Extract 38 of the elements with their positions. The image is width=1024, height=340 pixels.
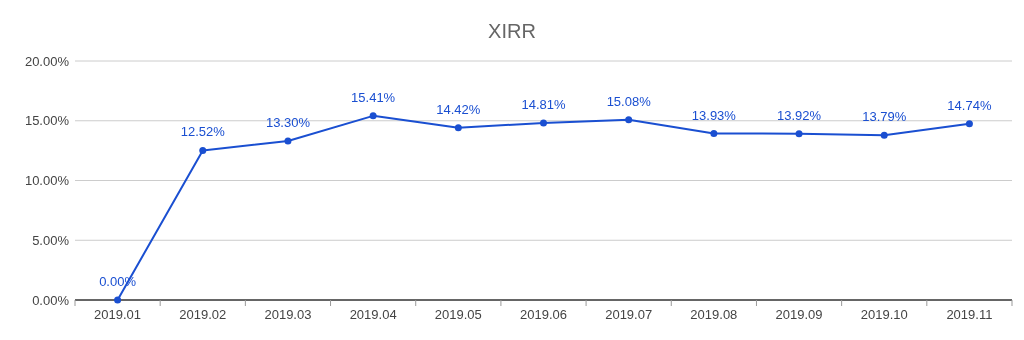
chart-title: XIRR: [488, 20, 536, 42]
y-tick-label: 10.00%: [24, 173, 70, 189]
x-tick-label: 2019.10: [860, 307, 908, 322]
x-tick-label: 2019.02: [179, 307, 227, 322]
data-label: 14.81%: [521, 97, 566, 113]
point: [965, 120, 973, 128]
data-label: 15.41%: [351, 89, 396, 105]
point: [795, 130, 803, 138]
data-label: 13.79%: [862, 109, 907, 125]
point: [369, 112, 377, 120]
x-tick-label: 2019.07: [605, 307, 653, 322]
point: [284, 137, 292, 145]
x-tick-label: 2019.11: [946, 307, 993, 322]
x-tick-label: 2019.09: [775, 307, 823, 322]
data-label: 14.42%: [436, 101, 481, 117]
point: [199, 146, 207, 154]
x-tick-label: 2019.03: [264, 307, 312, 322]
data-label: 13.30%: [265, 115, 311, 131]
x-tick-label: 2019.05: [434, 307, 482, 322]
data-label: 14.74%: [947, 97, 992, 113]
x-tick-label: 2019.06: [520, 307, 567, 322]
point: [540, 119, 547, 127]
data-label: 13.92%: [777, 107, 822, 123]
data-label: 15.08%: [606, 93, 652, 109]
y-tick-label: 5.00%: [32, 232, 70, 248]
data-label: 13.93%: [691, 107, 737, 123]
x-tick-label: 2019.08: [690, 307, 738, 322]
point: [454, 124, 462, 132]
point: [880, 131, 888, 139]
x-tick-label: 2019.04: [349, 307, 397, 322]
x-tick-label: 2019.01: [94, 307, 142, 322]
y-tick-label: 15.00%: [24, 113, 70, 129]
y-tick-label: 20.00%: [24, 53, 70, 69]
point: [710, 130, 718, 138]
point: [114, 296, 122, 304]
point: [625, 116, 633, 124]
data-label: 12.52%: [180, 124, 226, 140]
y-tick-label: 0.00%: [32, 292, 70, 308]
